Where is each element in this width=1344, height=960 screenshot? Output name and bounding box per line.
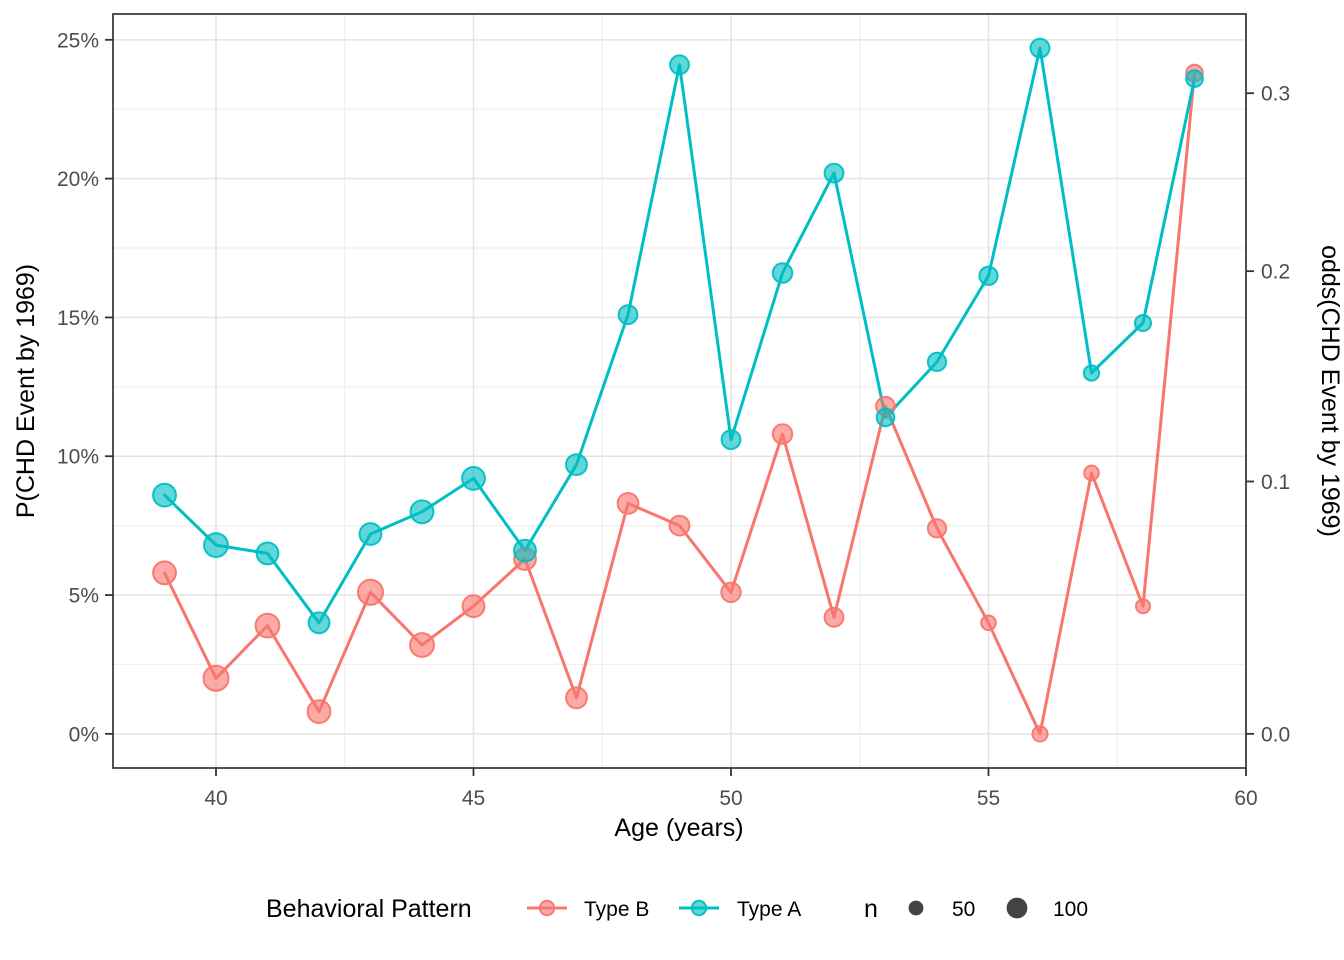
plot-panel: 40 45 50 55 60 0% 5% 10% 15% 20% 25% 0.0 0.1 0.2 0.3: [57, 13, 1290, 810]
legend-size-dot-50: [908, 900, 924, 916]
x-tick-label: 45: [462, 787, 485, 810]
y-tick-label-right: 0.3: [1261, 83, 1290, 106]
y-tick-label-right: 0.1: [1261, 471, 1290, 494]
legend: Behavioral Pattern Type B Type A n 50 10…: [266, 895, 1088, 923]
y-tick-label-left: 0%: [69, 723, 99, 746]
panel-border: [112, 13, 1247, 769]
data-point-type-b: [720, 581, 742, 603]
data-point-type-a: [203, 532, 229, 558]
data-point-type-a: [358, 522, 383, 546]
data-point-type-b: [152, 560, 177, 586]
data-point-type-a: [875, 407, 896, 428]
x-axis-title: Age (years): [614, 814, 743, 842]
legend-size-label-50: 50: [952, 898, 975, 921]
data-point-type-a: [152, 482, 177, 508]
legend-key-dot-type-a: [690, 899, 708, 917]
data-point-type-a: [1029, 37, 1051, 59]
x-tick-label: 50: [719, 787, 742, 810]
data-point-type-b: [202, 664, 230, 692]
y-tick-label-left: 5%: [69, 585, 99, 608]
data-point-type-a: [720, 429, 742, 451]
y-axis-title-right: odds(CHD Event by 1969): [1316, 245, 1344, 537]
x-tick-label: 40: [204, 787, 227, 810]
data-point-type-b: [357, 578, 384, 606]
data-point-type-b: [254, 612, 281, 639]
data-point-type-b: [1083, 464, 1100, 482]
data-point-type-b: [1135, 598, 1151, 615]
legend-label-type-b: Type B: [584, 898, 649, 921]
legend-size-label-100: 100: [1053, 898, 1088, 921]
data-point-type-a: [513, 538, 537, 563]
data-point-type-a: [617, 304, 639, 326]
data-point-type-a: [565, 453, 588, 477]
data-point-type-b: [1031, 725, 1049, 743]
data-point-type-b: [409, 632, 435, 658]
data-point-type-a: [461, 466, 486, 491]
data-point-type-b: [771, 423, 794, 445]
data-point-type-b: [461, 594, 486, 619]
y-tick-label-left: 25%: [57, 29, 99, 52]
data-point-type-a: [307, 611, 331, 635]
y-tick-label-left: 10%: [57, 446, 99, 469]
data-point-type-a: [771, 262, 794, 284]
data-point-type-a: [823, 162, 845, 184]
y-tick-label-right: 0.0: [1261, 723, 1290, 746]
x-tick-label: 60: [1234, 787, 1257, 810]
y-tick-label-left: 15%: [57, 307, 99, 330]
data-point-type-b: [668, 514, 691, 537]
data-point-type-a: [1185, 69, 1204, 88]
panel-background: [113, 14, 1246, 768]
data-point-type-a: [1082, 364, 1101, 382]
data-point-type-a: [926, 351, 948, 372]
y-axis-title-left: P(CHD Event by 1969): [12, 264, 40, 518]
legend-size-title: n: [864, 895, 878, 923]
data-point-type-a: [409, 499, 435, 525]
data-point-type-b: [306, 699, 332, 724]
data-point-type-b: [616, 492, 640, 515]
data-point-type-a: [978, 265, 999, 286]
data-point-type-b: [926, 518, 948, 539]
legend-label-type-a: Type A: [737, 898, 801, 921]
data-point-type-a: [669, 54, 690, 76]
y-tick-label-left: 20%: [57, 168, 99, 191]
legend-key-dot-type-b: [538, 899, 556, 917]
y-tick-label-right: 0.2: [1261, 261, 1290, 284]
legend-title: Behavioral Pattern: [266, 895, 472, 923]
data-point-type-a: [1134, 314, 1152, 332]
data-point-type-b: [823, 606, 845, 628]
data-point-type-b: [980, 614, 997, 632]
data-point-type-a: [255, 541, 280, 566]
x-tick-label: 55: [977, 787, 1000, 810]
legend-size-dot-100: [1006, 897, 1028, 919]
data-point-type-b: [565, 686, 588, 710]
